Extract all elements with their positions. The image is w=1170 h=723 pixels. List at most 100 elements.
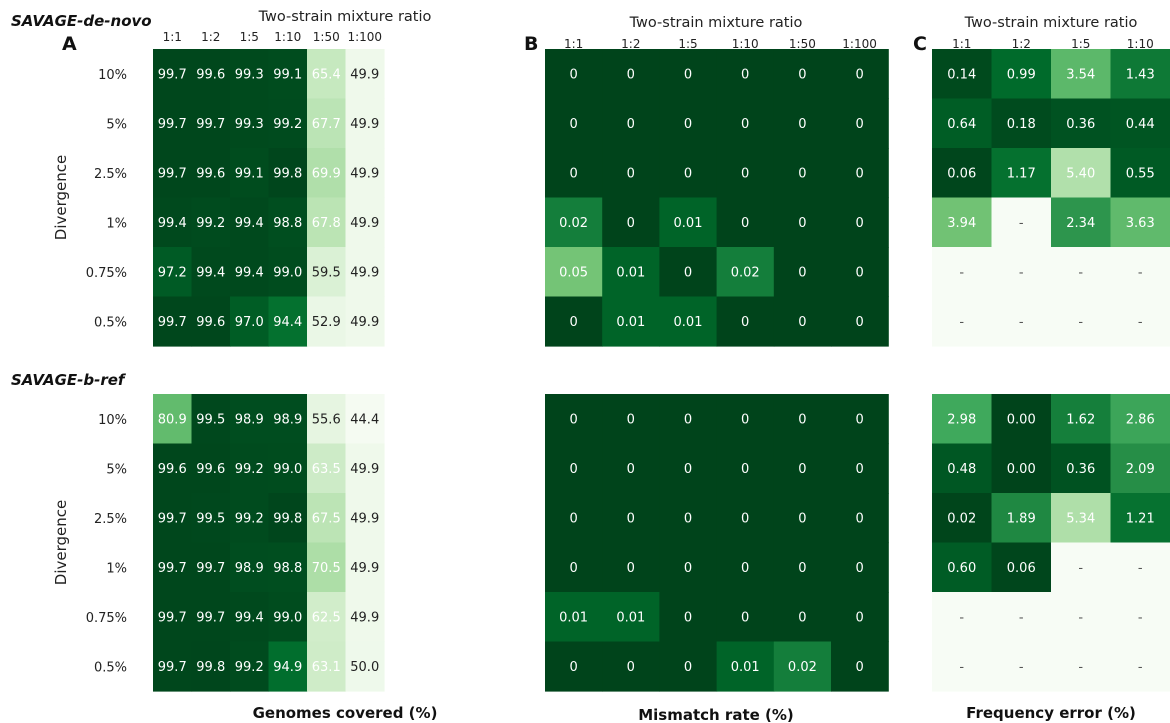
cell-value: 1.17 xyxy=(1007,166,1036,181)
heatmap-cell xyxy=(545,641,603,692)
heatmap-cell xyxy=(153,592,193,643)
heatmap-cell xyxy=(773,443,832,494)
heatmap-cell xyxy=(307,641,347,692)
cell-value: - xyxy=(1019,610,1024,625)
heatmap-cell xyxy=(230,49,270,100)
row-label: 10% xyxy=(98,68,127,83)
heatmap-cell xyxy=(268,493,308,544)
cell-value: 99.2 xyxy=(273,117,302,132)
heatmap-cell xyxy=(831,296,889,347)
heatmap-cell xyxy=(773,641,832,692)
cell-value: 0.14 xyxy=(947,67,976,82)
cell-value: 99.5 xyxy=(196,511,225,526)
cell-value: 0 xyxy=(684,265,692,280)
heatmap-cell xyxy=(268,542,308,593)
heatmap-cell xyxy=(716,98,775,149)
heatmap-cell xyxy=(602,98,660,149)
x-axis-label: Mismatch rate (%) xyxy=(638,706,794,723)
cell-value: 0 xyxy=(855,412,863,427)
cell-value: 0.02 xyxy=(559,216,588,231)
column-label: 1:1 xyxy=(952,37,971,51)
heatmap-cell xyxy=(773,296,832,347)
cell-value: 98.8 xyxy=(273,216,302,231)
heatmap-cell xyxy=(659,197,718,248)
cell-value: - xyxy=(1078,265,1083,280)
cell-value: 0.44 xyxy=(1126,117,1155,132)
heatmap-cell xyxy=(1051,49,1112,100)
cell-value: 0 xyxy=(684,462,692,477)
heatmap-cell xyxy=(773,197,832,248)
heatmap-cell xyxy=(1051,394,1112,445)
heatmap-cell xyxy=(1051,197,1112,248)
heatmap-cell xyxy=(153,641,193,692)
cell-value: 99.7 xyxy=(158,561,187,576)
cell-value: 0 xyxy=(741,412,749,427)
heatmap-cell xyxy=(268,443,308,494)
cell-value: 0.06 xyxy=(947,166,976,181)
column-label: 1:10 xyxy=(274,30,301,44)
heatmap-cell xyxy=(932,443,993,494)
heatmap-cell xyxy=(831,197,889,248)
row-label: 5% xyxy=(106,462,127,477)
cell-value: - xyxy=(1138,660,1143,675)
heatmap-cell xyxy=(659,443,718,494)
row-label: 0.75% xyxy=(86,266,127,281)
method-label-de-novo: SAVAGE-de-novo xyxy=(11,12,152,30)
cell-value: 0 xyxy=(855,610,863,625)
cell-value: - xyxy=(1019,660,1024,675)
cell-value: 99.4 xyxy=(235,610,264,625)
heatmap-panel-b-b-ref: 0 0 0 0 0 0 0 0 0 0 0 0 0 0 0 0 0 0 0 0 0 0 0 0 0.01 0.01 0 0 0 0 0 0 0 0… xyxy=(545,394,889,723)
cell-value: - xyxy=(1078,660,1083,675)
heatmap-cell xyxy=(659,542,718,593)
cell-value: 97.2 xyxy=(158,265,187,280)
cell-value: 0 xyxy=(569,660,577,675)
cell-value: 98.9 xyxy=(235,561,264,576)
cell-value: 49.9 xyxy=(350,67,379,82)
heatmap-cell xyxy=(716,592,775,643)
heatmap-cell xyxy=(191,394,231,445)
heatmap-cell xyxy=(1110,493,1170,544)
row-label: 1% xyxy=(106,216,127,231)
heatmap-cell xyxy=(345,592,385,643)
cell-value: 0 xyxy=(569,315,577,330)
cell-value: - xyxy=(1019,315,1024,330)
heatmap-cell xyxy=(602,542,660,593)
cell-value: 0.60 xyxy=(947,561,976,576)
column-label: 1:50 xyxy=(789,37,816,51)
heatmap-cell xyxy=(932,98,993,149)
heatmap-cell xyxy=(191,197,231,248)
cell-value: 99.6 xyxy=(196,315,225,330)
heatmap-cell xyxy=(991,197,1052,248)
row-label: 0.5% xyxy=(94,660,127,675)
cell-value: 99.4 xyxy=(235,265,264,280)
heatmap-cell xyxy=(659,296,718,347)
heatmap-cell xyxy=(230,148,270,199)
cell-value: 0 xyxy=(798,166,806,181)
heatmap-cell xyxy=(1110,197,1170,248)
cell-value: 70.5 xyxy=(312,561,341,576)
cell-value: 0 xyxy=(855,67,863,82)
heatmap-cell xyxy=(1051,296,1112,347)
row-label: 10% xyxy=(98,413,127,428)
cell-value: 0 xyxy=(627,511,635,526)
cell-value: 0 xyxy=(627,412,635,427)
heatmap-cell xyxy=(545,443,603,494)
cell-value: 99.2 xyxy=(235,462,264,477)
heatmap-cell xyxy=(307,443,347,494)
cell-value: 49.9 xyxy=(350,216,379,231)
heatmap-cell xyxy=(659,641,718,692)
cell-value: 0.36 xyxy=(1066,462,1095,477)
heatmap-cell xyxy=(307,493,347,544)
heatmap-cell xyxy=(268,98,308,149)
heatmap-cell xyxy=(230,493,270,544)
heatmap-cell xyxy=(191,296,231,347)
column-label: 1:5 xyxy=(1071,37,1090,51)
cell-value: 99.8 xyxy=(273,166,302,181)
heatmap-cell xyxy=(345,493,385,544)
heatmap-panel-c-b-ref: 2.98 0.00 1.62 2.86 0.48 0.00 0.36 2.09 0.02 1.89… xyxy=(932,394,1170,722)
cell-value: 0 xyxy=(741,216,749,231)
heatmap-cell xyxy=(1051,542,1112,593)
cell-value: 49.9 xyxy=(350,462,379,477)
heatmap-cell xyxy=(307,49,347,100)
